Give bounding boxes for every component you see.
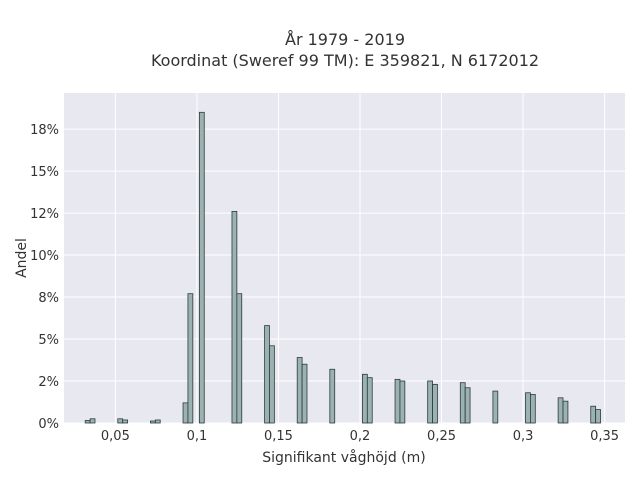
histogram-bar <box>329 368 336 424</box>
histogram-bar <box>590 405 597 424</box>
x-tick-label: 0,1 <box>187 429 208 444</box>
histogram-bar <box>89 418 96 424</box>
x-axis-label: Signifikant våghöjd (m) <box>262 449 425 466</box>
bars <box>84 111 601 424</box>
plot-background <box>64 93 625 423</box>
y-tick-label: 8% <box>38 291 59 306</box>
histogram-bar <box>595 409 601 424</box>
histogram-bar <box>117 418 124 424</box>
x-tick-label: 0,15 <box>264 429 293 444</box>
histogram-bar <box>154 419 161 424</box>
y-axis-label: Andel <box>14 238 30 278</box>
x-tick-labels: 0,05 0,1 0,15 0,2 0,25 0,3 0,35 <box>101 429 619 444</box>
histogram-bar <box>198 111 205 424</box>
histogram-bar <box>236 293 243 424</box>
histogram-bar <box>459 382 466 424</box>
y-tick-label: 10% <box>30 249 59 264</box>
y-tick-labels: 0% 2% 5% 8% 10% 12% 15% 18% <box>30 123 59 432</box>
histogram-bar <box>366 377 373 424</box>
histogram-bar <box>492 390 499 424</box>
x-tick-label: 0,05 <box>101 429 130 444</box>
x-tick-label: 0,35 <box>590 429 619 444</box>
y-tick-label: 5% <box>38 333 59 348</box>
histogram-bar <box>427 380 433 424</box>
histogram-bar <box>269 345 275 424</box>
grid-lines <box>64 93 625 424</box>
y-tick-label: 2% <box>38 375 59 390</box>
histogram-bar <box>264 325 270 424</box>
x-tick-label: 0,2 <box>350 429 371 444</box>
histogram-bar <box>150 420 156 424</box>
histogram-bar <box>362 373 368 424</box>
histogram-bar <box>530 394 536 424</box>
x-tick-label: 0,3 <box>513 429 534 444</box>
histogram-bar <box>187 293 194 424</box>
y-tick-label: 18% <box>30 123 59 138</box>
y-tick-label: 15% <box>30 165 59 180</box>
chart-title-line2: Koordinat (Sweref 99 TM): E 359821, N 61… <box>151 51 539 70</box>
histogram-bar <box>301 363 308 424</box>
y-tick-label: 0% <box>38 417 59 432</box>
histogram-bar <box>231 210 238 424</box>
histogram-bar <box>122 419 129 424</box>
y-tick-label: 12% <box>30 207 59 222</box>
histogram-bar <box>394 378 401 424</box>
histogram-bar <box>399 380 406 424</box>
histogram-bar <box>296 357 303 424</box>
chart-title-line1: År 1979 - 2019 <box>285 30 405 49</box>
histogram-bar <box>464 387 471 424</box>
histogram-bar <box>182 402 189 424</box>
x-tick-label: 0,25 <box>427 429 456 444</box>
histogram-bar <box>84 420 91 424</box>
histogram-bar <box>432 383 438 424</box>
histogram-bar <box>562 400 569 424</box>
histogram-bar <box>525 392 531 424</box>
histogram-bar <box>557 397 564 424</box>
